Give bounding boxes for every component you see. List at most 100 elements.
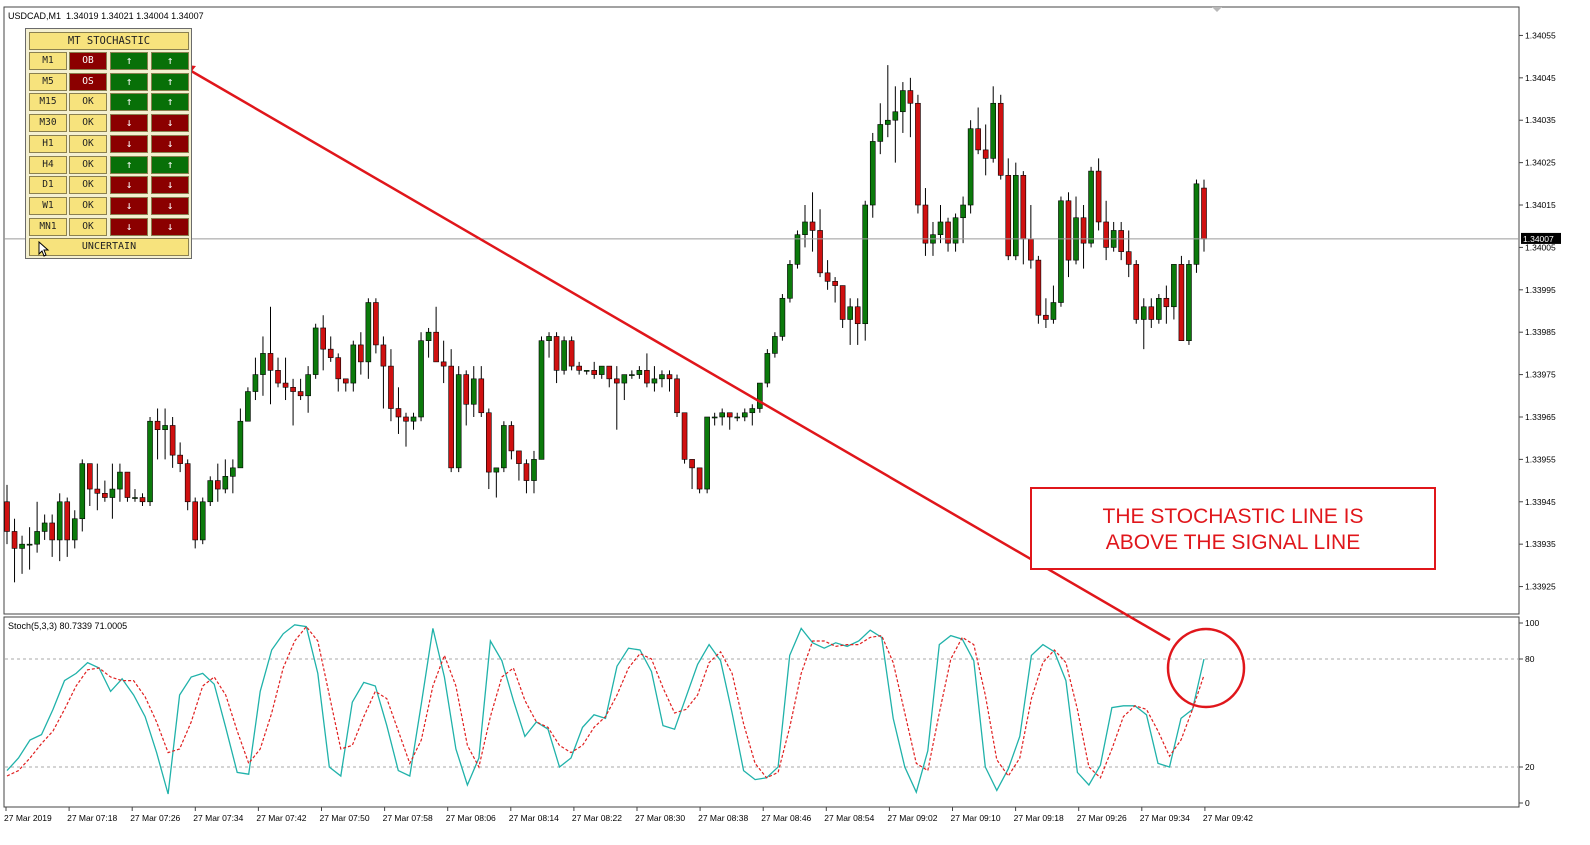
bull-candle <box>711 416 718 419</box>
candles-layer <box>4 65 1207 583</box>
bear-candle <box>177 454 183 464</box>
bear-candle <box>433 331 439 363</box>
price-tick-label: 1.34045 <box>1525 73 1556 83</box>
bull-candle <box>1088 170 1094 244</box>
stoch-state-cell: OK <box>69 217 107 236</box>
bull-candle <box>41 522 48 532</box>
time-tick-label: 27 Mar 09:10 <box>951 813 1001 823</box>
arrow-up-icon: ↑ <box>110 93 148 112</box>
timeframe-cell[interactable]: M15 <box>29 93 67 112</box>
bear-candle <box>832 281 838 286</box>
bear-candle <box>463 374 470 405</box>
bull-candle <box>260 353 266 375</box>
bull-candle <box>350 344 357 384</box>
bear-candle <box>282 382 289 388</box>
arrow-down-icon: ↓ <box>110 114 148 133</box>
timeframe-cell[interactable]: W1 <box>29 196 67 215</box>
bull-candle <box>237 420 244 469</box>
mt-stochastic-panel[interactable]: MT STOCHASTIC M1 OB ↑ ↑ M5 OS ↑ ↑ M15 OK ↑ ↑ M30 OK ↓ ↓… <box>25 28 192 259</box>
stoch-state-cell: OK <box>69 134 107 153</box>
time-tick-label: 27 Mar 08:14 <box>509 813 559 823</box>
bull-candle <box>757 382 763 409</box>
indicator-header: Stoch(5,3,3) 80.7339 71.0005 <box>8 621 128 631</box>
timeframe-cell[interactable]: MN1 <box>29 217 67 236</box>
bear-candle <box>440 361 447 367</box>
stoch-state-cell: OK <box>69 176 107 195</box>
arrow-up-icon: ↑ <box>110 52 148 70</box>
bear-candle <box>576 365 582 371</box>
bull-candle <box>132 497 138 499</box>
bear-candle <box>267 353 274 371</box>
arrow-down-icon: ↓ <box>151 134 189 153</box>
bull-candle <box>470 378 477 405</box>
bear-candle <box>395 408 402 418</box>
bear-candle <box>674 378 680 414</box>
bear-candle <box>1028 238 1034 261</box>
timeframe-cell[interactable]: M30 <box>29 114 67 133</box>
bull-candle <box>162 425 168 431</box>
bull-candle <box>230 467 236 477</box>
bear-candle <box>275 370 281 384</box>
bull-candle <box>794 234 801 265</box>
callout-line-1: THE STOCHASTIC LINE IS <box>1102 505 1364 528</box>
bull-candle <box>147 420 153 503</box>
bull-candle <box>501 425 507 469</box>
arrow-down-icon: ↓ <box>110 134 148 153</box>
bear-candle <box>907 90 914 104</box>
price-tick-label: 1.34005 <box>1525 242 1556 252</box>
time-tick-label: 27 Mar 08:30 <box>635 813 685 823</box>
chart-shift-marker[interactable] <box>1212 7 1222 12</box>
bear-candle <box>975 128 981 151</box>
time-tick-label: 27 Mar 07:42 <box>256 813 306 823</box>
chart-header: USDCAD,M1 1.34019 1.34021 1.34004 1.3400… <box>8 11 204 21</box>
bull-candle <box>1050 302 1057 320</box>
bear-candle <box>64 501 71 541</box>
timeframe-cell[interactable]: M5 <box>29 72 67 91</box>
bear-candle <box>486 412 492 473</box>
arrow-down-icon: ↓ <box>151 176 189 195</box>
bear-candle <box>214 480 221 490</box>
bull-candle <box>410 416 417 422</box>
time-tick-label: 27 Mar 07:58 <box>383 813 433 823</box>
bull-candle <box>546 336 552 341</box>
bear-candle <box>139 497 146 503</box>
price-tick-label: 1.33935 <box>1525 539 1556 549</box>
bull-candle <box>636 370 643 375</box>
bull-candle <box>207 480 214 503</box>
bull-candle <box>117 471 123 490</box>
bear-candle <box>4 501 10 532</box>
bear-candle <box>1103 221 1109 248</box>
bull-candle <box>1058 200 1064 303</box>
bull-candle <box>892 111 899 121</box>
bull-candle <box>629 374 635 376</box>
time-tick-label: 27 Mar 09:42 <box>1203 813 1253 823</box>
bull-candle <box>787 264 793 299</box>
bull-candle <box>659 374 665 380</box>
bull-candle <box>598 365 605 375</box>
bear-candle <box>1125 251 1132 265</box>
bear-candle <box>94 488 101 494</box>
bear-candle <box>817 230 823 274</box>
bear-candle <box>102 492 108 498</box>
bull-candle <box>531 459 537 481</box>
timeframe-cell[interactable]: M1 <box>29 52 67 70</box>
timeframe-cell[interactable]: D1 <box>29 176 67 195</box>
timeframe-cell[interactable]: H1 <box>29 134 67 153</box>
stoch-state-cell: OB <box>69 52 107 70</box>
arrow-down-icon: ↓ <box>110 196 148 215</box>
bull-candle <box>71 518 78 541</box>
bull-candle <box>779 297 786 337</box>
bear-candle <box>1065 200 1072 261</box>
stoch-state-cell: OK <box>69 155 107 174</box>
price-tick-label: 1.33965 <box>1525 412 1556 422</box>
bull-candle <box>1012 175 1019 257</box>
bear-candle <box>666 374 673 380</box>
arrow-down-icon: ↓ <box>151 114 189 133</box>
timeframe-cell[interactable]: H4 <box>29 155 67 174</box>
bear-candle <box>478 378 485 414</box>
bear-candle <box>380 344 387 367</box>
bear-candle <box>87 463 93 490</box>
bull-candle <box>621 374 628 384</box>
bear-candle <box>945 221 951 244</box>
